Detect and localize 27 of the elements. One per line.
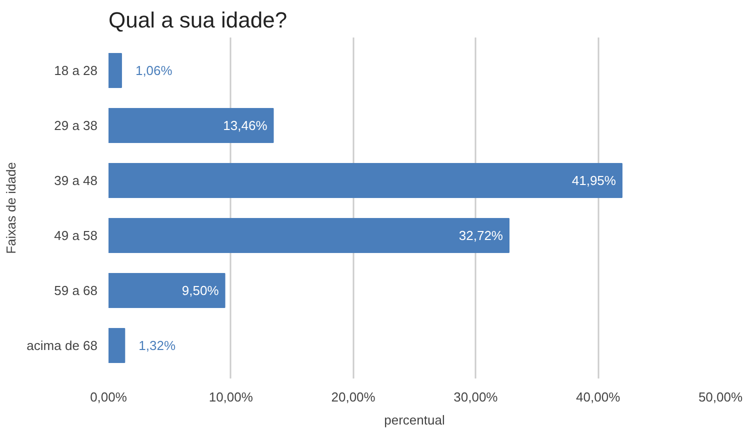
y-tick-label: 18 a 28	[54, 63, 98, 78]
y-tick-label: 59 a 68	[54, 283, 98, 298]
x-tick-label: 0,00%	[90, 390, 128, 404]
data-label: 32,72%	[458, 228, 504, 243]
y-axis-title: Faixas de idade	[4, 162, 19, 254]
x-axis-title: percentual	[384, 412, 445, 428]
x-tick-label: 40,00%	[576, 390, 621, 404]
data-label: 41,95%	[572, 173, 616, 188]
x-tick-label: 50,00%	[698, 390, 743, 404]
data-label: 1,06%	[135, 63, 173, 78]
data-label: 9,50%	[182, 283, 220, 298]
y-tick-label: acima de 68	[26, 338, 98, 353]
bar	[108, 272, 226, 308]
bar	[108, 162, 622, 198]
x-tick-label: 20,00%	[331, 390, 376, 404]
bar	[108, 328, 126, 364]
x-tick-label: 10,00%	[208, 390, 254, 404]
chart-title: Qual a sua idade?	[108, 8, 288, 32]
data-label: 13,46%	[223, 118, 268, 133]
x-tick-label: 30,00%	[454, 390, 498, 404]
y-tick-label: 29 a 38	[54, 118, 98, 133]
bar	[108, 218, 510, 254]
bar	[108, 108, 274, 144]
data-label: 1,32%	[138, 338, 176, 353]
bar	[108, 52, 122, 88]
y-tick-label: 39 a 48	[54, 173, 98, 188]
y-tick-label: 49 a 58	[54, 228, 98, 243]
